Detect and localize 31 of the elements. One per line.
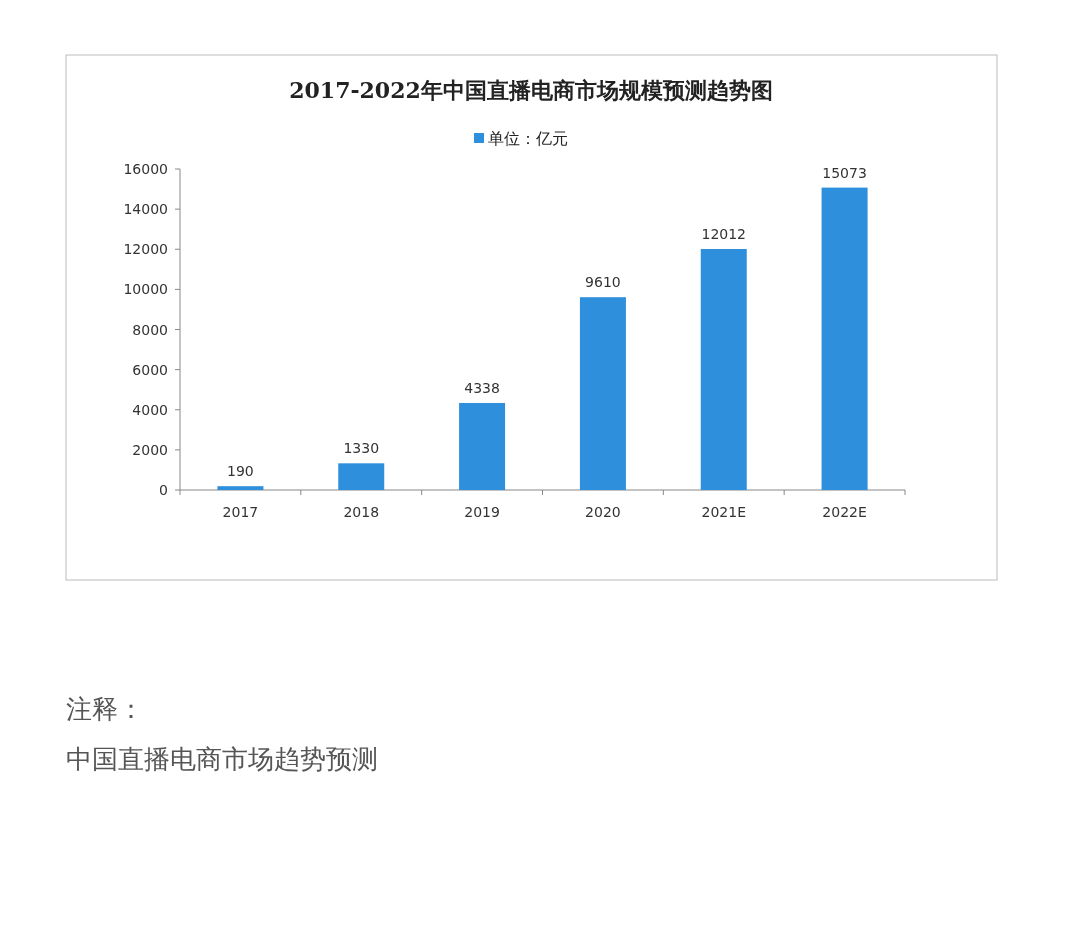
x-tick-label: 2017 (222, 504, 259, 520)
text: 注释： (66, 694, 144, 724)
y-tick-label: 0 (159, 482, 168, 498)
legend-label: 单位：亿元 (488, 129, 568, 148)
x-tick-label: 2022E (822, 504, 867, 520)
bar (338, 463, 385, 490)
y-tick-label: 12000 (123, 241, 168, 258)
y-tick-label: 4000 (132, 401, 168, 418)
x-tick-label: 2021E (701, 504, 746, 520)
x-tick-label: 2020 (585, 504, 621, 520)
x-tick-label: 2018 (343, 504, 380, 520)
bar (217, 486, 264, 490)
bar (821, 187, 868, 490)
chart-title: 2017-2022年中国直播电商市场规模预测趋势图 (289, 77, 773, 103)
y-tick-label: 14000 (123, 201, 168, 218)
y-tick-label: 8000 (132, 321, 168, 338)
y-tick-label: 2000 (132, 441, 168, 458)
data-label: 12012 (701, 226, 747, 243)
data-label: 9610 (585, 274, 621, 291)
text: 中国直播电商市场趋势预测 (66, 744, 378, 774)
x-tick-label: 2019 (464, 504, 500, 520)
y-tick-label: 6000 (132, 361, 168, 378)
data-label: 190 (227, 463, 254, 480)
data-label: 4338 (464, 379, 500, 396)
data-label: 1330 (343, 440, 380, 457)
y-tick-label: 10000 (123, 281, 168, 298)
bar (579, 297, 626, 490)
bar (459, 402, 506, 490)
y-tick-label: 16000 (123, 161, 168, 177)
bar (700, 249, 747, 490)
data-label: 15073 (822, 164, 867, 181)
